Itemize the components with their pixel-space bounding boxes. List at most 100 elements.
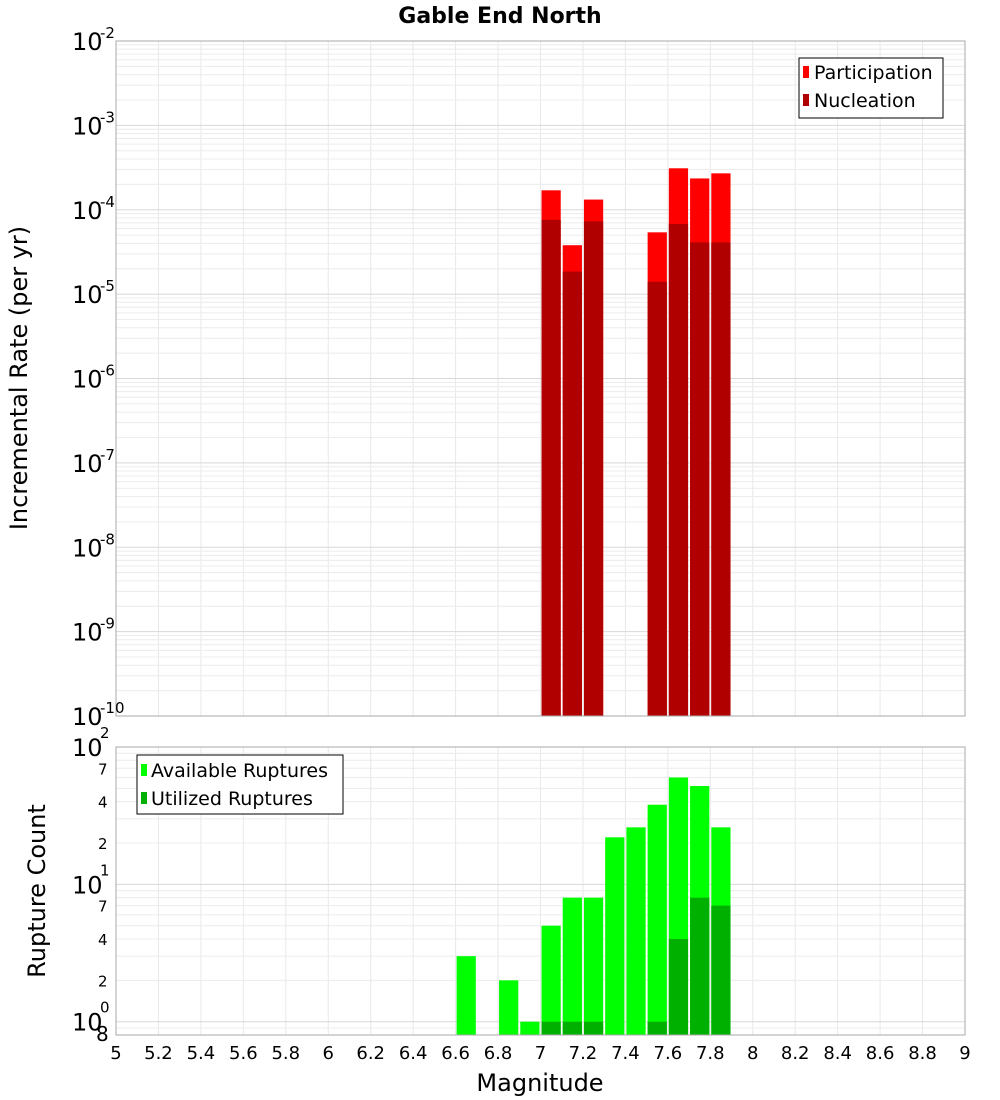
top-y-tick-exponent: -4	[100, 193, 115, 211]
available-ruptures-bar	[583, 897, 604, 1035]
top-y-tick-exponent: -9	[100, 615, 115, 633]
x-tick-label: 7.4	[611, 1043, 640, 1064]
bottom-y-minor-tick-label: 4	[98, 931, 108, 949]
top-y-tick-label: 10	[72, 703, 103, 731]
top-y-tick-label: 10	[72, 534, 103, 562]
x-tick-label: 5.6	[229, 1043, 258, 1064]
top-y-tick-label: 10	[72, 112, 103, 140]
bottom-plot-frame	[115, 746, 966, 1036]
bottom-legend: Available Ruptures Utilized Ruptures	[136, 754, 344, 815]
utilized-ruptures-bar	[562, 1021, 582, 1035]
top-y-tick-label: 10	[72, 366, 103, 394]
bottom-y-tick-label: 10	[72, 734, 103, 762]
legend-label-participation: Participation	[814, 62, 933, 84]
top-y-tick-exponent: -8	[100, 530, 115, 548]
bottom-y-minor-tick-label: 8	[96, 1022, 109, 1046]
x-tick-label: 7	[535, 1043, 546, 1064]
x-tick-label: 5.8	[271, 1043, 300, 1064]
nucleation-bar	[583, 221, 604, 716]
available-ruptures-bar	[541, 925, 561, 1035]
top-y-tick-exponent: -10	[100, 699, 125, 717]
utilized-ruptures-bar	[668, 939, 689, 1035]
top-plot-frame	[115, 40, 966, 717]
legend-swatch-participation	[803, 66, 809, 78]
bottom-y-tick-label: 10	[72, 1009, 103, 1037]
top-y-tick-label: 10	[72, 450, 103, 478]
bottom-y-tick-exponent: 0	[100, 999, 110, 1017]
nucleation-bar	[690, 242, 710, 716]
top-y-tick-exponent: -6	[100, 362, 115, 380]
bottom-y-minor-tick-label: 7	[98, 760, 108, 778]
x-tick-label: 6.6	[441, 1043, 470, 1064]
chart-title: Gable End North	[398, 4, 601, 29]
x-tick-label: 8	[747, 1043, 758, 1064]
top-legend: Participation Nucleation	[798, 57, 944, 119]
legend-label-available: Available Ruptures	[151, 760, 328, 782]
available-ruptures-bar	[499, 980, 519, 1035]
utilized-ruptures-bar	[711, 905, 731, 1035]
bottom-y-tick-exponent: 2	[100, 724, 110, 742]
top-y-tick-exponent: -5	[100, 277, 115, 295]
legend-label-nucleation: Nucleation	[814, 90, 916, 112]
x-tick-label: 5	[110, 1043, 121, 1064]
top-y-axis-label: Incremental Rate (per yr)	[5, 226, 33, 530]
top-y-tick-label: 10	[72, 28, 103, 56]
legend-swatch-utilized	[141, 792, 147, 804]
legend-label-utilized: Utilized Ruptures	[151, 788, 313, 810]
x-tick-label: 7.6	[654, 1043, 683, 1064]
top-y-tick-exponent: -3	[100, 108, 115, 126]
nucleation-bar	[541, 219, 561, 717]
top-y-tick-label: 10	[72, 197, 103, 225]
bottom-y-minor-tick-label: 7	[98, 898, 108, 916]
bottom-y-tick-exponent: 1	[100, 861, 110, 879]
available-ruptures-bar	[605, 837, 625, 1035]
x-tick-label: 8.8	[908, 1043, 937, 1064]
bottom-legend-box	[136, 754, 344, 815]
x-axis-label: Magnitude	[476, 1069, 603, 1097]
top-y-tick-label: 10	[72, 281, 103, 309]
x-tick-label: 7.2	[569, 1043, 598, 1064]
utilized-ruptures-bar	[647, 1021, 667, 1035]
x-tick-label: 8.2	[781, 1043, 810, 1064]
top-plot-bars	[541, 168, 731, 717]
available-ruptures-bar	[626, 827, 646, 1035]
x-tick-label: 8.6	[866, 1043, 895, 1064]
x-tick-label: 7.8	[696, 1043, 725, 1064]
bottom-y-minor-tick-label: 2	[98, 835, 108, 853]
bottom-plot-bars	[456, 777, 731, 1035]
nucleation-bar	[562, 271, 582, 716]
available-ruptures-bar	[456, 956, 476, 1035]
x-ticks: 5 5.2 5.4 5.6 5.8 6 6.2 6.4 6.6 6.8 7 7.2 7.4 7.6 7.8 8…	[110, 1043, 970, 1064]
top-y-tick-exponent: -2	[100, 24, 115, 42]
utilized-ruptures-bar	[541, 1021, 561, 1035]
x-tick-label: 8.4	[823, 1043, 852, 1064]
legend-swatch-available	[141, 764, 147, 776]
x-tick-label: 6.2	[356, 1043, 385, 1064]
legend-swatch-nucleation	[803, 94, 809, 106]
available-ruptures-bar	[520, 1021, 540, 1035]
nucleation-bar	[711, 242, 731, 716]
bottom-y-tick-label: 10	[72, 871, 103, 899]
available-ruptures-bar	[562, 897, 582, 1035]
bottom-y-minor-tick-label: 4	[98, 794, 108, 812]
nucleation-bar	[647, 281, 667, 716]
x-tick-label: 5.4	[187, 1043, 216, 1064]
bottom-y-minor-tick-label: 2	[98, 972, 108, 990]
x-tick-label: 6	[323, 1043, 334, 1064]
top-y-tick-exponent: -7	[100, 446, 115, 464]
x-tick-label: 6.8	[484, 1043, 513, 1064]
x-tick-label: 9	[959, 1043, 970, 1064]
utilized-ruptures-bar	[583, 1021, 604, 1035]
bottom-y-axis-label: Rupture Count	[23, 804, 51, 978]
x-tick-label: 6.4	[399, 1043, 428, 1064]
x-tick-label: 5.2	[144, 1043, 173, 1064]
utilized-ruptures-bar	[690, 897, 710, 1035]
top-plot-grid	[115, 41, 966, 717]
nucleation-bar	[668, 223, 689, 716]
top-y-tick-label: 10	[72, 619, 103, 647]
top-legend-box	[798, 57, 944, 119]
available-ruptures-bar	[647, 804, 667, 1035]
